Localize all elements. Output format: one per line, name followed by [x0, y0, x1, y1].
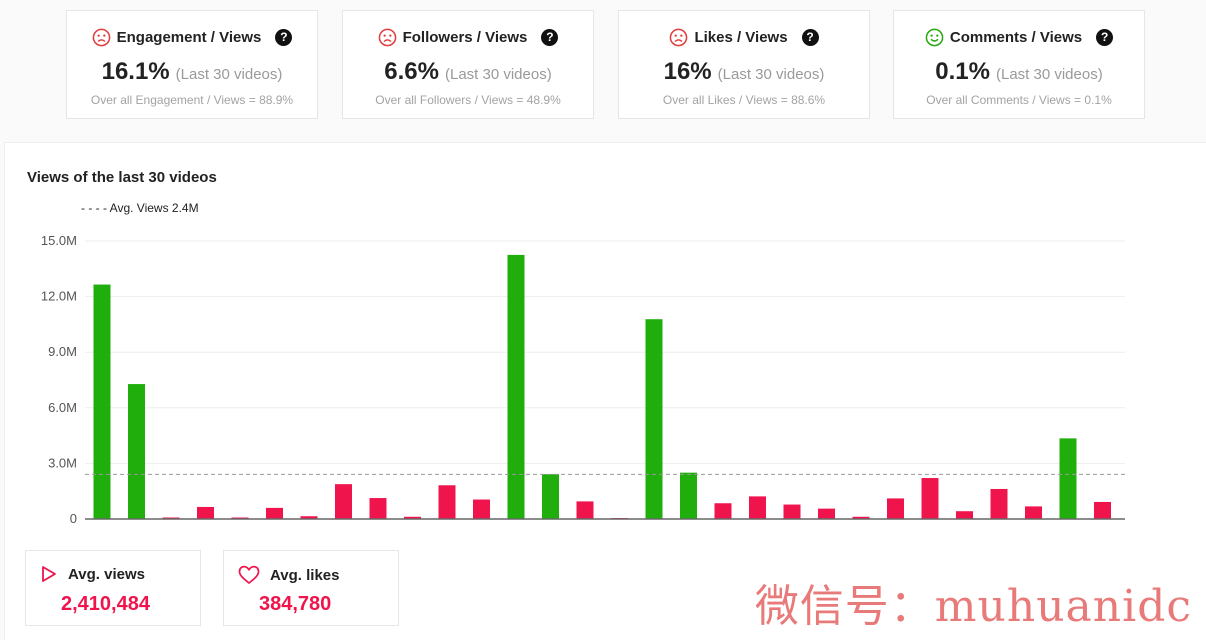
bar — [335, 484, 352, 519]
views-bar-chart: 0 3.0M 6.0M 9.0M 12.0M 15.0M — [41, 233, 1125, 526]
metric-value: 0.1% — [935, 58, 990, 85]
bar — [93, 284, 111, 519]
bar — [818, 508, 835, 519]
avg-likes-label: Avg. likes — [270, 566, 340, 584]
metric-overall: Over all Followers / Views = 48.9% — [375, 93, 561, 107]
avg-views-card: Avg. views 2,410,484 — [25, 550, 201, 626]
comments-card: Comments / Views ? 0.1% (Last 30 videos)… — [893, 10, 1145, 119]
metric-value: 6.6% — [384, 58, 439, 85]
y-tick-label: 0 — [70, 511, 77, 526]
metric-overall: Over all Engagement / Views = 88.9% — [90, 93, 294, 107]
card-title: Comments / Views — [949, 28, 1083, 46]
bar — [645, 319, 663, 519]
avg-views-legend: - - - - Avg. Views 2.4M — [81, 201, 199, 215]
chart-title: Views of the last 30 videos — [27, 169, 217, 186]
followers-card: Followers / Views ? 6.6% (Last 30 videos… — [342, 10, 594, 119]
metric-value: 16% — [663, 58, 712, 85]
y-tick-label: 6.0M — [48, 400, 77, 415]
bar — [680, 472, 697, 519]
metric-period: (Last 30 videos) — [175, 66, 283, 83]
bar — [197, 506, 214, 519]
bar — [1094, 501, 1111, 519]
bar — [714, 503, 732, 519]
bar — [990, 488, 1008, 519]
happy-face-icon — [925, 28, 944, 46]
help-icon[interactable]: ? — [275, 28, 293, 46]
metric-period: (Last 30 videos) — [444, 66, 552, 83]
avg-views-label: Avg. views — [68, 565, 145, 583]
bar — [1059, 438, 1077, 519]
sad-face-icon — [92, 28, 110, 46]
bar — [542, 474, 559, 519]
y-tick-label: 3.0M — [48, 455, 77, 470]
sad-face-icon — [378, 28, 396, 46]
bar — [887, 498, 904, 519]
metric-period: (Last 30 videos) — [717, 66, 825, 83]
y-tick-label: 15.0M — [41, 233, 77, 248]
avg-likes-card: Avg. likes 384,780 — [223, 550, 399, 626]
help-icon[interactable]: ? — [541, 28, 559, 46]
play-icon — [42, 566, 56, 582]
y-tick-label: 9.0M — [48, 344, 77, 359]
sad-face-icon — [670, 28, 688, 46]
bar — [783, 504, 801, 519]
bar — [956, 511, 973, 519]
metric-overall: Over all Comments / Views = 0.1% — [926, 93, 1112, 107]
metric-period: (Last 30 videos) — [995, 66, 1103, 83]
bar — [507, 254, 525, 519]
bar — [128, 384, 145, 519]
bar — [369, 498, 387, 519]
avg-views-value: 2,410,484 — [61, 593, 150, 615]
engagement-card: Engagement / Views ? 16.1% (Last 30 vide… — [66, 10, 318, 119]
help-icon[interactable]: ? — [1096, 28, 1114, 46]
heart-icon — [238, 565, 260, 585]
bar — [921, 478, 939, 519]
metric-value: 16.1% — [101, 58, 170, 85]
metric-overall: Over all Likes / Views = 88.6% — [662, 93, 826, 107]
watermark-text: 微信号：muhuanidc — [754, 581, 1192, 632]
y-tick-label: 12.0M — [41, 289, 77, 304]
bar — [300, 516, 318, 519]
card-title: Engagement / Views — [116, 28, 262, 46]
help-icon[interactable]: ? — [801, 28, 819, 46]
avg-likes-value: 384,780 — [259, 593, 332, 615]
bar — [852, 516, 870, 519]
bar — [1025, 506, 1042, 519]
bar — [404, 516, 421, 519]
bar — [749, 496, 766, 519]
card-title: Followers / Views — [402, 28, 528, 46]
bar — [266, 507, 283, 519]
bar — [576, 501, 594, 519]
card-title: Likes / Views — [694, 28, 788, 46]
bar — [438, 485, 456, 519]
views-chart-panel: Views of the last 30 videos - - - - Avg.… — [4, 142, 1206, 640]
likes-card: Likes / Views ? 16% (Last 30 videos) Ove… — [618, 10, 870, 119]
bar — [473, 499, 490, 519]
